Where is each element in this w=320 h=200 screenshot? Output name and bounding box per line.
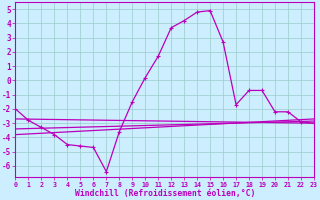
X-axis label: Windchill (Refroidissement éolien,°C): Windchill (Refroidissement éolien,°C)	[75, 189, 255, 198]
